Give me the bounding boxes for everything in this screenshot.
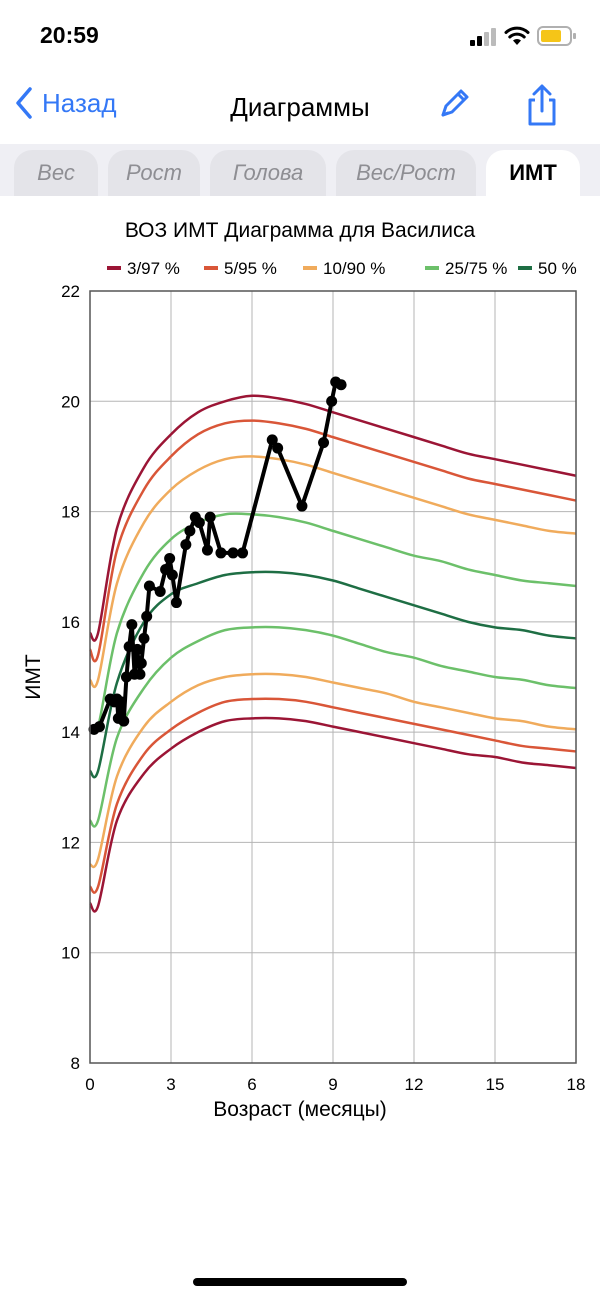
y-tick-label: 12 (61, 833, 80, 852)
x-tick-label: 9 (328, 1075, 337, 1094)
data-point[interactable] (237, 547, 249, 559)
x-axis-label: Возраст (месяцы) (213, 1098, 387, 1121)
data-point[interactable] (335, 379, 347, 391)
tab-head[interactable]: Голова (210, 150, 326, 196)
data-point[interactable] (180, 539, 192, 551)
bmi-chart: ВОЗ ИМТ Диаграмма для Василиса 3/97 % 5/9… (22, 219, 585, 1121)
chart-grid (90, 291, 576, 1063)
back-button[interactable]: Назад (14, 86, 117, 120)
child-bmi-series (88, 376, 347, 735)
y-tick-label: 20 (61, 392, 80, 411)
status-bar: 20:59 (0, 0, 600, 70)
data-point[interactable] (115, 696, 127, 708)
y-tick-label: 14 (61, 723, 80, 742)
x-tick-label: 6 (247, 1075, 256, 1094)
pencil-icon[interactable] (436, 86, 472, 122)
status-time: 20:59 (40, 22, 99, 48)
home-indicator (193, 1278, 407, 1286)
percentile-line (88, 625, 577, 828)
tab-height[interactable]: Рост (108, 150, 200, 196)
percentile-line (88, 697, 577, 894)
data-point[interactable] (272, 442, 284, 454)
x-tick-label: 12 (405, 1075, 424, 1094)
legend-item-label: 50 % (538, 259, 577, 278)
tab-weight-height[interactable]: Вес/Рост (336, 150, 476, 196)
data-point[interactable] (204, 511, 216, 523)
percentile-line (88, 512, 577, 735)
data-point[interactable] (118, 715, 130, 727)
percentile-line (88, 394, 577, 642)
chart-title: ВОЗ ИМТ Диаграмма для Василиса (125, 219, 476, 242)
tab-weight[interactable]: Вес (14, 150, 98, 196)
data-point[interactable] (164, 552, 176, 564)
percentile-line (88, 716, 577, 913)
navigation-bar: Назад Диаграммы (0, 70, 600, 144)
tab-bmi[interactable]: ИМТ (486, 150, 580, 196)
data-point[interactable] (126, 619, 138, 631)
y-tick-label: 18 (61, 503, 80, 522)
y-tick-label: 16 (61, 613, 80, 632)
data-point[interactable] (296, 500, 308, 512)
data-point[interactable] (201, 544, 213, 556)
battery-icon (537, 26, 576, 46)
legend-item-label: 5/95 % (224, 259, 277, 278)
data-point[interactable] (326, 395, 338, 407)
axis-ticks: 0 3 6 9 12 15 18 8 10 12 14 16 18 20 22 (61, 282, 585, 1094)
chart-tabs: Вес Рост Голова Вес/Рост ИМТ (0, 144, 600, 196)
x-tick-label: 0 (85, 1075, 94, 1094)
data-point[interactable] (138, 632, 150, 644)
legend-item-label: 10/90 % (323, 259, 385, 278)
data-point[interactable] (141, 610, 153, 622)
percentile-line (88, 570, 577, 779)
legend-item-label: 3/97 % (127, 259, 180, 278)
data-point[interactable] (93, 721, 105, 733)
y-axis-label: ИМТ (22, 654, 45, 700)
wifi-icon (504, 26, 530, 45)
plot-frame (89, 290, 577, 1064)
data-point[interactable] (134, 668, 146, 680)
legend-item-label: 25/75 % (445, 259, 507, 278)
data-point[interactable] (227, 547, 239, 559)
data-point[interactable] (166, 569, 178, 581)
percentile-line (88, 672, 577, 869)
percentile-line (88, 419, 577, 663)
back-label: Назад (42, 87, 117, 118)
chevron-left-icon (16, 87, 32, 119)
data-point[interactable] (135, 657, 147, 669)
x-tick-label: 3 (166, 1075, 175, 1094)
data-point[interactable] (154, 586, 166, 598)
chart-legend: 3/97 % 5/95 % 10/90 % 25/75 % 50 % (107, 259, 577, 278)
data-point[interactable] (318, 437, 330, 449)
data-point[interactable] (184, 525, 196, 537)
page-title: Диаграммы (230, 92, 370, 122)
x-tick-label: 15 (486, 1075, 505, 1094)
x-tick-label: 18 (567, 1075, 586, 1094)
data-point[interactable] (215, 547, 227, 559)
data-point[interactable] (170, 597, 182, 609)
y-tick-label: 8 (71, 1054, 80, 1073)
share-icon[interactable] (522, 82, 562, 128)
data-point[interactable] (193, 517, 205, 529)
data-point[interactable] (143, 580, 155, 592)
data-point[interactable] (131, 643, 143, 655)
cellular-signal-icon (470, 28, 496, 46)
data-point[interactable] (266, 434, 278, 446)
y-tick-label: 10 (61, 944, 80, 963)
percentile-curves (88, 394, 577, 913)
y-tick-label: 22 (61, 282, 80, 301)
